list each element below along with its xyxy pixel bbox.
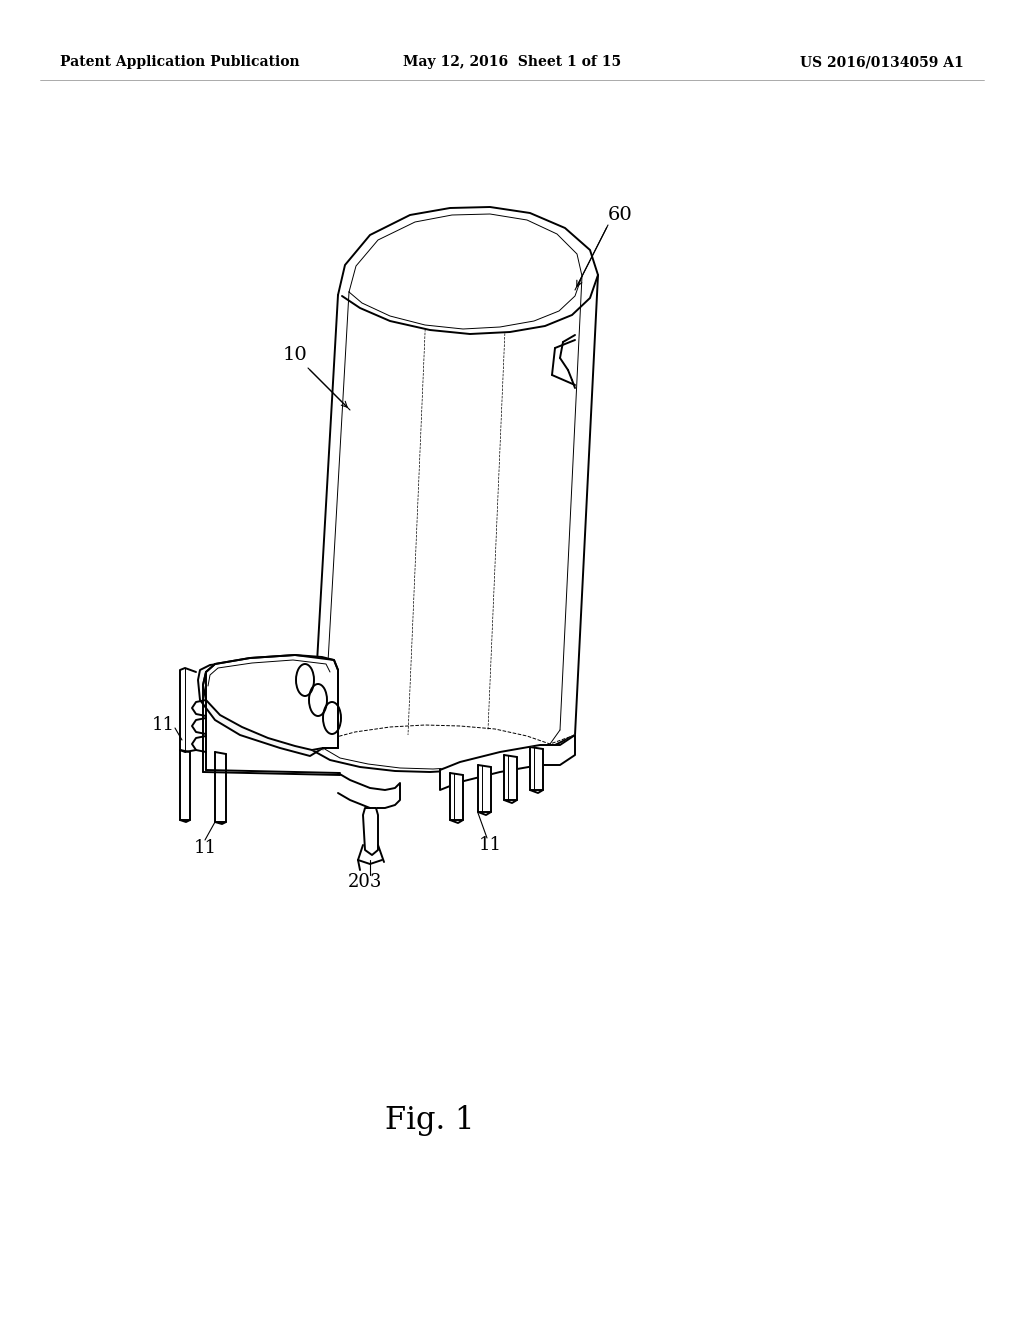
Polygon shape	[530, 747, 543, 793]
Polygon shape	[440, 735, 575, 789]
Text: Fig. 1: Fig. 1	[385, 1105, 475, 1135]
Polygon shape	[180, 750, 190, 822]
Polygon shape	[450, 774, 463, 822]
Text: 11: 11	[478, 836, 502, 854]
Polygon shape	[362, 808, 378, 855]
Text: May 12, 2016  Sheet 1 of 15: May 12, 2016 Sheet 1 of 15	[402, 55, 622, 69]
Polygon shape	[504, 755, 517, 803]
Text: 10: 10	[283, 346, 307, 364]
Polygon shape	[180, 668, 196, 752]
Text: 203: 203	[348, 873, 382, 891]
Polygon shape	[338, 774, 400, 808]
Polygon shape	[338, 207, 598, 334]
Text: Patent Application Publication: Patent Application Publication	[60, 55, 300, 69]
Text: US 2016/0134059 A1: US 2016/0134059 A1	[800, 55, 964, 69]
Polygon shape	[198, 657, 323, 756]
Text: 11: 11	[194, 840, 216, 857]
Polygon shape	[203, 655, 338, 750]
Text: 11: 11	[152, 715, 174, 734]
Polygon shape	[215, 752, 226, 824]
Text: 60: 60	[607, 206, 633, 224]
Polygon shape	[478, 766, 490, 814]
